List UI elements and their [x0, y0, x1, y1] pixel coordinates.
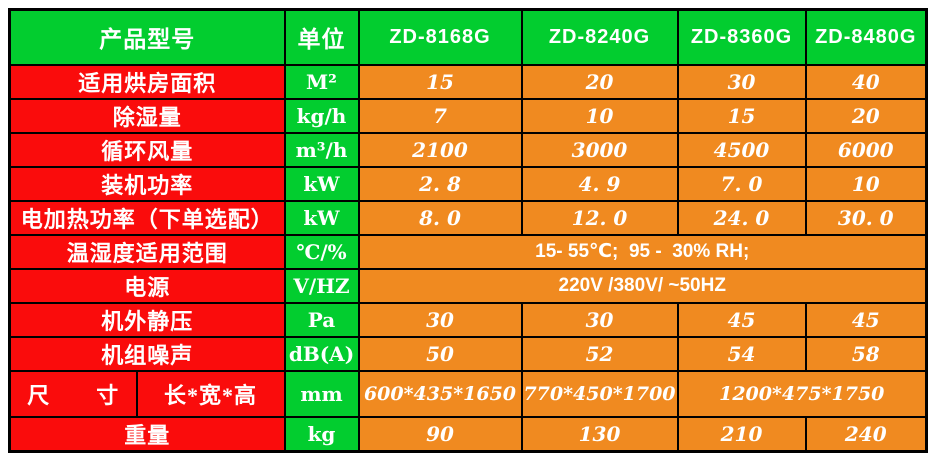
row-dehumidifying-capacity: 除湿量 kg/h 7 10 15 20 — [8, 97, 928, 134]
product-spec-table: 产品型号 单位 ZD-8168G ZD-8240G ZD-8360G ZD-84… — [8, 8, 928, 453]
row-label: 机组噪声 — [8, 335, 286, 372]
value-cell: 20 — [520, 63, 679, 100]
model-header-zd8168g: ZD-8168G — [357, 8, 523, 66]
model-header-zd8480g: ZD-8480G — [804, 8, 928, 66]
value-cell: 2. 8 — [357, 165, 523, 202]
unit-column-header: 单位 — [283, 8, 360, 66]
unit-cell: ℃/% — [283, 233, 360, 270]
unit-cell: kW — [283, 199, 360, 236]
unit-cell: kg — [283, 415, 360, 452]
value-cell: 45 — [804, 301, 928, 338]
product-model-header: 产品型号 — [8, 8, 286, 66]
row-installed-power: 装机功率 kW 2. 8 4. 9 7. 0 10 — [8, 165, 928, 202]
value-cell: 7. 0 — [676, 165, 807, 202]
row-temp-humidity-range: 温湿度适用范围 ℃/% 15- 55℃; 95 - 30% RH; — [8, 233, 928, 270]
value-cell: 30. 0 — [804, 199, 928, 236]
value-cell-merged: 15- 55℃; 95 - 30% RH; — [357, 233, 928, 270]
unit-cell: V/HZ — [283, 267, 360, 304]
value-cell: 4. 9 — [520, 165, 679, 202]
model-header-zd8240g: ZD-8240G — [520, 8, 679, 66]
value-cell: 130 — [520, 415, 679, 452]
value-cell: 50 — [357, 335, 523, 372]
value-cell: 3000 — [520, 131, 679, 168]
value-cell: 600*435*1650 — [357, 369, 523, 418]
value-cell: 45 — [676, 301, 807, 338]
value-cell-merged: 1200*475*1750 — [676, 369, 928, 418]
row-weight: 重量 kg 90 130 210 240 — [8, 415, 928, 452]
row-label: 适用烘房面积 — [8, 63, 286, 100]
row-label: 电加热功率（下单选配） — [8, 199, 286, 236]
row-label: 机外静压 — [8, 301, 286, 338]
value-cell: 54 — [676, 335, 807, 372]
row-label: 装机功率 — [8, 165, 286, 202]
model-header-zd8360g: ZD-8360G — [676, 8, 807, 66]
value-cell: 30 — [520, 301, 679, 338]
unit-cell: m³/h — [283, 131, 360, 168]
row-circulating-air-volume: 循环风量 m³/h 2100 3000 4500 6000 — [8, 131, 928, 168]
row-label-lwh: 长*宽*高 — [135, 369, 286, 418]
row-unit-noise: 机组噪声 dB(A) 50 52 54 58 — [8, 335, 928, 372]
row-label: 电源 — [8, 267, 286, 304]
row-label: 温湿度适用范围 — [8, 233, 286, 270]
value-cell-merged: 220V /380V/ ~50HZ — [357, 267, 928, 304]
row-label: 循环风量 — [8, 131, 286, 168]
header-row: 产品型号 单位 ZD-8168G ZD-8240G ZD-8360G ZD-84… — [8, 8, 928, 66]
unit-cell: M² — [283, 63, 360, 100]
unit-cell: kW — [283, 165, 360, 202]
unit-cell: Pa — [283, 301, 360, 338]
row-electric-heating-power: 电加热功率（下单选配） kW 8. 0 12. 0 24. 0 30. 0 — [8, 199, 928, 236]
value-cell: 30 — [357, 301, 523, 338]
value-cell: 770*450*1700 — [520, 369, 679, 418]
value-cell: 2100 — [357, 131, 523, 168]
value-cell: 58 — [804, 335, 928, 372]
row-dimensions: 尺 寸 长*宽*高 mm 600*435*1650 770*450*1700 1… — [8, 369, 928, 418]
value-cell: 15 — [357, 63, 523, 100]
value-cell: 210 — [676, 415, 807, 452]
value-cell: 52 — [520, 335, 679, 372]
value-cell: 8. 0 — [357, 199, 523, 236]
value-cell: 20 — [804, 97, 928, 134]
value-cell: 4500 — [676, 131, 807, 168]
row-label-dimension: 尺 寸 — [8, 369, 138, 418]
value-cell: 240 — [804, 415, 928, 452]
row-external-static-pressure: 机外静压 Pa 30 30 45 45 — [8, 301, 928, 338]
value-cell: 15 — [676, 97, 807, 134]
spec-table-container: 产品型号 单位 ZD-8168G ZD-8240G ZD-8360G ZD-84… — [8, 8, 928, 453]
value-cell: 90 — [357, 415, 523, 452]
unit-cell: mm — [283, 369, 360, 418]
unit-cell: kg/h — [283, 97, 360, 134]
row-label: 除湿量 — [8, 97, 286, 134]
row-drying-room-area: 适用烘房面积 M² 15 20 30 40 — [8, 63, 928, 100]
value-cell: 12. 0 — [520, 199, 679, 236]
value-cell: 7 — [357, 97, 523, 134]
unit-cell: dB(A) — [283, 335, 360, 372]
value-cell: 10 — [520, 97, 679, 134]
value-cell: 10 — [804, 165, 928, 202]
value-cell: 30 — [676, 63, 807, 100]
row-power-supply: 电源 V/HZ 220V /380V/ ~50HZ — [8, 267, 928, 304]
row-label: 重量 — [8, 415, 286, 452]
value-cell: 24. 0 — [676, 199, 807, 236]
value-cell: 40 — [804, 63, 928, 100]
value-cell: 6000 — [804, 131, 928, 168]
